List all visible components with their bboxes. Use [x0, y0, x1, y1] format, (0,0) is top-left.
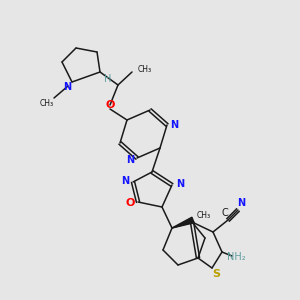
Text: CH₃: CH₃ — [40, 100, 54, 109]
Text: O: O — [125, 198, 135, 208]
Text: N: N — [63, 82, 71, 92]
Text: C: C — [222, 208, 228, 218]
Text: N: N — [126, 155, 134, 165]
Text: N: N — [237, 198, 245, 208]
Text: N: N — [170, 120, 178, 130]
Text: N: N — [121, 176, 129, 186]
Text: O: O — [105, 100, 115, 110]
Text: CH₃: CH₃ — [138, 64, 152, 74]
Polygon shape — [172, 217, 194, 228]
Text: CH₃: CH₃ — [197, 211, 211, 220]
Text: H: H — [104, 74, 112, 84]
Text: S: S — [212, 269, 220, 279]
Text: NH₂: NH₂ — [227, 252, 245, 262]
Text: N: N — [176, 179, 184, 189]
